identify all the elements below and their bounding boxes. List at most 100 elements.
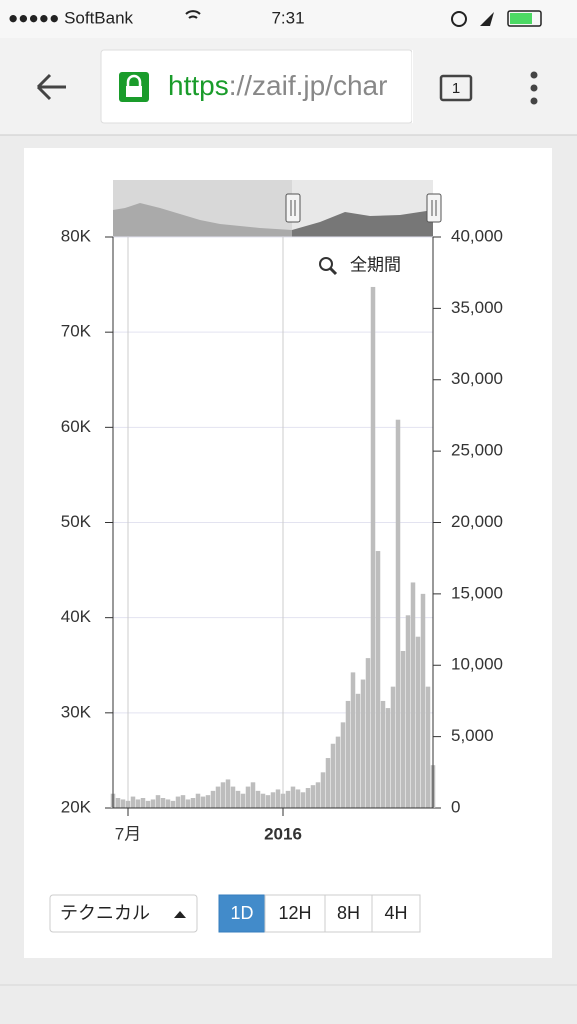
period-button-bg[interactable] [324, 894, 373, 933]
technical-label[interactable]: テクニカル [60, 903, 150, 923]
y-tick-label: 20K [61, 797, 92, 816]
url-scheme: https [168, 70, 229, 101]
volume-bar [130, 796, 136, 808]
volume-bar [340, 722, 346, 808]
y-tick-label: 70K [61, 322, 92, 341]
y-tick-label: 80K [61, 226, 92, 245]
volume-bar [150, 799, 156, 808]
zoom-reset[interactable]: 全期間 [319, 255, 401, 276]
volume-bar [285, 790, 291, 808]
volume-bar [315, 782, 321, 808]
volume-bar [190, 798, 196, 808]
volume-bar [255, 790, 261, 808]
volume-bar [145, 800, 151, 808]
y2-tick-label: 30,000 [451, 369, 503, 388]
volume-bar [345, 700, 351, 808]
period-label[interactable]: 1D [230, 903, 253, 923]
battery [507, 10, 542, 27]
location-icon [480, 12, 494, 26]
y-tick-label: 30K [61, 702, 92, 721]
battery-level [510, 13, 532, 24]
volume-bar [250, 782, 256, 808]
volume-bar [240, 793, 246, 808]
volume-bar [205, 795, 211, 808]
period-button[interactable]: 12H [264, 894, 326, 933]
wifi-icon [185, 10, 201, 19]
volume-bar [405, 615, 411, 808]
period-label[interactable]: 4H [384, 903, 407, 923]
volume-bar [325, 758, 331, 808]
volume-bar [280, 793, 286, 808]
volume-bar [115, 798, 121, 808]
period-button-bg[interactable] [371, 894, 421, 933]
volume-bar [140, 798, 146, 808]
url-rest: ://zaif.jp/char [229, 70, 388, 101]
volume-bar [135, 799, 141, 808]
volume-bar [195, 793, 201, 808]
volume-bar [155, 795, 161, 808]
y-tick-label: 40K [61, 607, 92, 626]
period-label[interactable]: 12H [278, 903, 311, 923]
volume-bar [120, 799, 126, 808]
carrier: ●●●●● SoftBank [8, 8, 134, 27]
period-button[interactable]: 1D [218, 894, 266, 933]
period-button-bg[interactable] [264, 894, 326, 933]
volume-bar [200, 796, 206, 808]
volume-bar [410, 582, 416, 808]
clock: 7:31 [271, 8, 304, 27]
volume-bar [385, 708, 391, 808]
volume-bar [160, 798, 166, 808]
x-tick-label: 2016 [264, 824, 302, 843]
period-button-bg[interactable] [218, 894, 266, 933]
volume-bar [175, 796, 181, 808]
volume-bar [395, 419, 401, 808]
volume-bar [215, 786, 221, 808]
x-tick-label: 7月 [115, 824, 141, 843]
menu-button[interactable] [530, 71, 538, 105]
period-button[interactable]: 8H [324, 894, 373, 933]
volume-bar [390, 686, 396, 808]
volume-bar [180, 795, 186, 808]
volume-bar [365, 658, 371, 808]
url-fade [412, 50, 413, 123]
volume-bar [225, 779, 231, 808]
volume-bar [305, 788, 311, 808]
navigator-handle-left[interactable] [285, 193, 301, 223]
period-label[interactable]: 8H [337, 903, 360, 923]
navigator-area [113, 203, 292, 237]
y2-tick-label: 35,000 [451, 298, 503, 317]
navigator-handle-right[interactable] [426, 193, 442, 223]
y-tick-label: 50K [61, 512, 92, 531]
volume-bar [425, 686, 431, 808]
zoom-label[interactable]: 全期間 [350, 255, 401, 274]
volume-bar [380, 700, 386, 808]
volume-bar [320, 772, 326, 808]
volume-bar [125, 800, 131, 808]
y2-tick-label: 0 [451, 797, 460, 816]
volume-bar [265, 795, 271, 808]
period-button[interactable]: 4H [371, 894, 421, 933]
y-tick-label: 60K [61, 417, 92, 436]
technical-button[interactable]: テクニカル [49, 894, 198, 933]
lock-body [126, 86, 142, 97]
volume-bar [260, 793, 266, 808]
volume-bar [170, 800, 176, 808]
volume-bar [230, 786, 236, 808]
tab-count: 1 [452, 80, 460, 97]
back-button[interactable] [36, 73, 66, 101]
volume-bar [335, 736, 341, 808]
volume-bar [295, 789, 301, 808]
y2-tick-label: 25,000 [451, 441, 503, 460]
volume-bar [330, 743, 336, 808]
tabs-button[interactable] [439, 74, 473, 102]
volume-bar [220, 782, 226, 808]
volume-bar [300, 792, 306, 808]
volume-bar [185, 799, 191, 808]
volume-bar [310, 785, 316, 808]
volume-bar [210, 790, 216, 808]
lock-icon [451, 11, 467, 27]
volume-bar [355, 693, 361, 808]
y2-tick-label: 20,000 [451, 512, 503, 531]
